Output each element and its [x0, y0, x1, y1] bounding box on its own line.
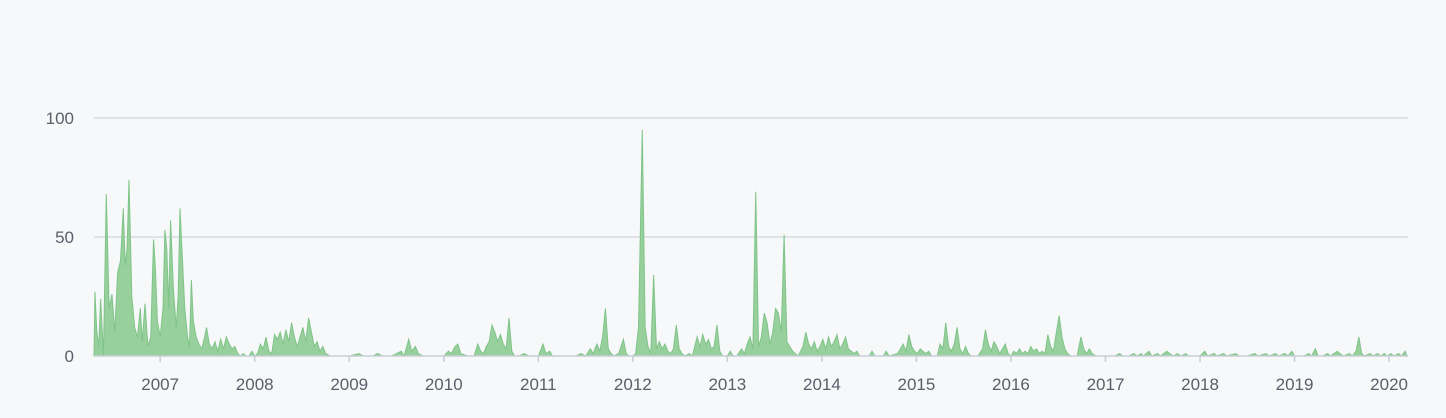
x-tick-label-2018: 2018 [1181, 375, 1219, 394]
x-tick-label-2009: 2009 [330, 375, 368, 394]
x-tick-label-2010: 2010 [425, 375, 463, 394]
x-tick-label-2020: 2020 [1370, 375, 1408, 394]
x-tick-label-2007: 2007 [141, 375, 179, 394]
x-tick-label-2008: 2008 [236, 375, 274, 394]
y-tick-label-100: 100 [46, 109, 74, 128]
area-series [93, 129, 1408, 358]
y-tick-label-50: 50 [55, 228, 74, 247]
x-tick-label-2014: 2014 [803, 375, 841, 394]
x-tick-label-2019: 2019 [1276, 375, 1314, 394]
axis-layer: 0 50 100 2007 2008 2009 2010 2011 2012 2013 2014 20… [46, 109, 1408, 394]
x-tick-label-2013: 2013 [708, 375, 746, 394]
y-tick-label-0: 0 [65, 347, 74, 366]
x-tick-label-2016: 2016 [992, 375, 1030, 394]
x-tick-label-2017: 2017 [1087, 375, 1125, 394]
grid-layer [94, 117, 1408, 238]
plot-layer [93, 129, 1408, 358]
x-tick-label-2012: 2012 [614, 375, 652, 394]
x-tick-label-2011: 2011 [520, 375, 557, 394]
x-tick-label-2015: 2015 [898, 375, 936, 394]
